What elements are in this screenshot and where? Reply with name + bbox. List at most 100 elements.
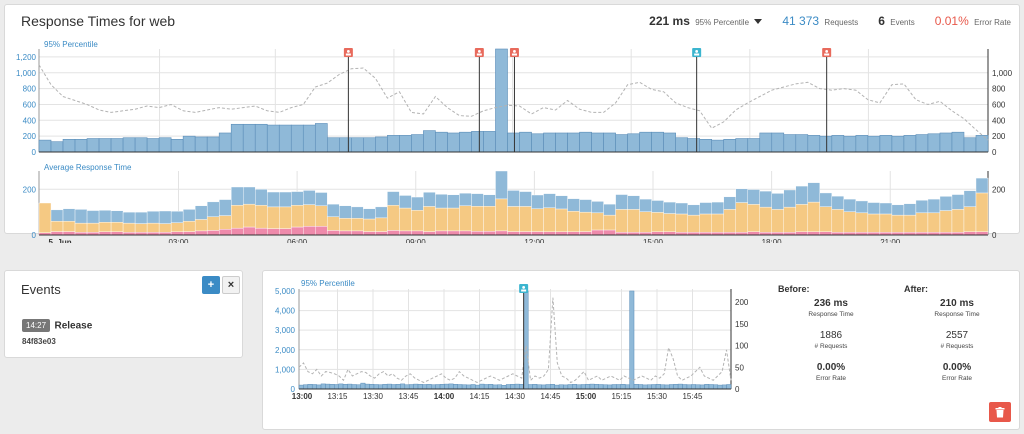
bar xyxy=(638,384,644,390)
bar xyxy=(399,135,412,153)
bar xyxy=(314,123,328,153)
p95-stat[interactable]: 221 ms 95% Percentile xyxy=(649,14,763,28)
bar xyxy=(611,384,617,390)
bar xyxy=(572,384,577,390)
after-response-time: 210 ms xyxy=(940,298,974,309)
x-tick-label: 09:00 xyxy=(406,238,427,243)
bar xyxy=(642,384,648,390)
bar-segment xyxy=(279,206,292,229)
bar xyxy=(726,384,732,390)
bar xyxy=(158,137,172,153)
bar-segment xyxy=(146,222,160,233)
y2-tick-label: 0 xyxy=(735,385,740,394)
bar-segment xyxy=(459,230,472,236)
bar-segment xyxy=(915,200,929,214)
bar-segment xyxy=(759,190,772,208)
bar xyxy=(975,135,989,153)
bar xyxy=(695,384,701,390)
bar-segment xyxy=(471,206,484,232)
add-event-button[interactable]: + xyxy=(202,276,220,294)
bar-segment xyxy=(795,204,809,233)
bar xyxy=(843,135,857,153)
error-rate-label: Error Rate xyxy=(816,375,846,382)
bar xyxy=(347,383,353,390)
bar xyxy=(395,384,401,390)
y-tick-label: 0 xyxy=(291,385,296,394)
y2-tick-label: 50 xyxy=(735,363,744,372)
y2-tick-label: 100 xyxy=(735,342,749,351)
bar-segment xyxy=(267,191,280,208)
x-tick-label: 12:00 xyxy=(524,238,545,243)
bar-segment xyxy=(783,189,796,208)
bar-segment xyxy=(303,226,316,236)
bar-segment xyxy=(639,198,652,212)
bar-segment xyxy=(363,231,376,236)
bar-segment xyxy=(194,219,208,232)
bar xyxy=(699,139,713,153)
requests-label: # Requests xyxy=(940,343,974,350)
bar-segment xyxy=(747,204,760,233)
event-list-item[interactable]: 14:27 Release 84f83e03 xyxy=(22,317,92,346)
before-response-time: 236 ms xyxy=(814,298,848,309)
event-hash: 84f83e03 xyxy=(22,337,56,346)
bar xyxy=(505,384,511,390)
bar xyxy=(903,135,917,153)
delete-button[interactable] xyxy=(989,402,1011,422)
y-tick-label: 4,000 xyxy=(275,307,296,316)
bar-segment xyxy=(291,205,304,228)
bar xyxy=(507,132,520,153)
bar xyxy=(459,131,472,153)
bar xyxy=(206,136,220,153)
bar xyxy=(378,384,384,390)
bar xyxy=(711,139,725,153)
bar xyxy=(182,135,196,153)
bar-segment xyxy=(927,198,941,214)
bar-segment xyxy=(531,194,544,209)
bar xyxy=(598,384,604,390)
bar-segment xyxy=(543,193,556,208)
bar xyxy=(386,383,392,390)
bar xyxy=(373,384,379,390)
chevron-down-icon[interactable] xyxy=(754,19,763,25)
bar xyxy=(290,124,304,153)
bar-segment xyxy=(435,230,448,236)
x-tick-label: 18:00 xyxy=(762,238,783,243)
bar-segment xyxy=(423,206,436,232)
bar xyxy=(122,137,136,153)
bar xyxy=(334,384,339,390)
bar-segment xyxy=(279,191,292,208)
bar xyxy=(497,384,503,390)
bar xyxy=(510,384,516,390)
event-p95-chart[interactable]: 0 1,000 2,000 3,000 4,000 5,000 0 50 100 150 200 13… xyxy=(263,279,768,411)
bar xyxy=(74,139,88,153)
release-marker-flag-body xyxy=(694,53,700,56)
bar-segment xyxy=(591,212,604,231)
deploy-marker-flag-dot xyxy=(513,50,516,53)
bar-segment xyxy=(158,210,172,224)
bar-segment xyxy=(459,192,472,206)
bar-segment xyxy=(651,200,664,213)
deploy-marker-flag-body xyxy=(476,53,482,56)
bar-segment xyxy=(375,231,388,236)
bar xyxy=(602,384,608,390)
bar-segment xyxy=(747,189,760,205)
bar xyxy=(327,137,340,153)
bar xyxy=(453,384,458,390)
bar-segment xyxy=(182,209,196,222)
bar-segment xyxy=(98,222,112,233)
bar-segment xyxy=(375,206,388,219)
before-requests: 1886 xyxy=(819,330,843,341)
requests-stat: 41 373 Requests xyxy=(782,14,858,28)
avg-response-chart[interactable]: 0 200 0 200 5. Jun 03:00 06:00 09:00 12:00 15:00 1… xyxy=(5,163,1019,243)
bar-segment xyxy=(411,210,424,232)
after-title: After: xyxy=(904,284,928,294)
p95-chart[interactable]: 0 200 400 600 800 1,000 1,200 0 200 400 600 800 1,00… xyxy=(5,39,1019,157)
close-button[interactable]: × xyxy=(222,276,240,294)
bar xyxy=(807,135,821,153)
bar-segment xyxy=(639,211,652,233)
bar xyxy=(369,384,375,390)
bar-segment xyxy=(951,209,965,233)
bar-segment xyxy=(939,196,953,211)
bar-segment xyxy=(711,201,724,215)
bar-segment xyxy=(555,195,568,210)
